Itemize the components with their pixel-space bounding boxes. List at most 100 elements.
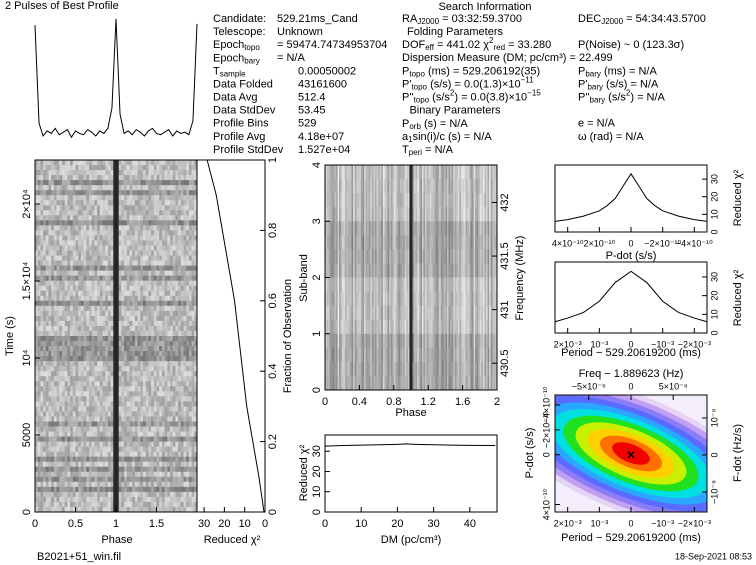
texture-cell [64, 245, 68, 251]
texture-cell [121, 215, 125, 221]
texture-cell [129, 471, 133, 478]
texture-cell [132, 195, 136, 201]
texture-cell [121, 240, 125, 246]
texture-cell [156, 396, 160, 402]
texture-cell [186, 471, 190, 478]
texture-cell [78, 461, 82, 468]
texture-cell [121, 275, 125, 282]
texture-cell [387, 193, 390, 208]
texture-cell [113, 336, 117, 342]
texture-cell [51, 401, 55, 407]
texture-cell [191, 456, 195, 463]
texture-cell [134, 381, 138, 387]
texture-cell [170, 290, 174, 297]
info-value: = N/A [277, 52, 305, 64]
texture-cell [172, 255, 176, 261]
texture-cell [183, 506, 187, 513]
texture-cell [129, 160, 133, 166]
texture-cell [161, 225, 165, 231]
texture-cell [343, 235, 346, 250]
texture-cell [417, 221, 420, 236]
texture-cell [83, 406, 87, 412]
texture-cell [75, 215, 79, 221]
texture-cell [464, 179, 467, 194]
texture-cell [86, 280, 90, 287]
texture-cell [137, 250, 141, 256]
texture-cell [167, 476, 171, 483]
texture-cell [167, 160, 171, 166]
texture-cell [151, 300, 155, 307]
texture-cell [373, 235, 376, 250]
texture-cell [191, 351, 195, 357]
texture-cell [62, 180, 66, 186]
texture-cell [62, 245, 66, 251]
texture-cell [134, 361, 138, 367]
texture-cell [97, 356, 101, 362]
texture-cell [110, 185, 114, 191]
texture-cell [423, 221, 426, 236]
info-label: Profile StdDev [213, 144, 284, 156]
texture-cell [75, 476, 79, 483]
texture-cell [99, 456, 103, 463]
texture-cell [175, 210, 179, 216]
texture-cell [86, 210, 90, 216]
texture-cell [35, 240, 39, 246]
texture-cell [124, 190, 128, 196]
texture-cell [105, 491, 109, 498]
texture-cell [35, 255, 39, 261]
texture-cell [99, 471, 103, 478]
texture-cell [188, 310, 192, 317]
texture-cell [97, 431, 101, 437]
texture-cell [167, 371, 171, 377]
texture-cell [51, 165, 55, 171]
texture-cell [126, 285, 130, 292]
texture-cell [194, 346, 198, 352]
texture-cell [167, 305, 171, 312]
texture-cell [137, 426, 141, 432]
texture-cell [170, 446, 174, 453]
texture-cell [445, 193, 448, 208]
texture-cell [137, 496, 141, 503]
texture-cell [70, 396, 74, 402]
texture-cell [145, 501, 149, 508]
texture-cell [89, 220, 93, 226]
texture-cell [37, 330, 41, 337]
texture-cell [75, 436, 79, 442]
texture-cell [151, 170, 155, 176]
texture-cell [161, 471, 165, 478]
texture-cell [188, 496, 192, 503]
info-line: Ptopo (ms) = 529.206192(35) [402, 65, 540, 78]
texture-cell [456, 193, 459, 208]
texture-cell [70, 486, 74, 493]
texture-cell [40, 501, 44, 508]
texture-cell [406, 221, 409, 236]
texture-cell [194, 330, 198, 337]
texture-cell [59, 250, 63, 256]
texture-cell [172, 501, 176, 508]
texture-cell [164, 401, 168, 407]
texture-cell [48, 290, 52, 297]
texture-cell [83, 431, 87, 437]
texture-cell [124, 436, 128, 442]
texture-cell [105, 330, 109, 337]
texture-cell [86, 215, 90, 221]
texture-cell [137, 501, 141, 508]
texture-cell [194, 371, 198, 377]
texture-cell [40, 461, 44, 468]
texture-cell [183, 185, 187, 191]
texture-cell [83, 441, 87, 448]
texture-cell [132, 396, 136, 402]
texture-cell [51, 320, 55, 327]
texture-cell [409, 165, 412, 180]
texture-cell [97, 175, 101, 181]
texture-cell [43, 411, 47, 417]
texture-cell [99, 371, 103, 377]
texture-cell [457, 207, 460, 222]
texture-cell [175, 406, 179, 412]
texture-cell [124, 235, 128, 241]
texture-cell [362, 221, 365, 236]
texture-cell [78, 330, 82, 337]
texture-cell [48, 255, 52, 261]
texture-cell [172, 175, 176, 181]
texture-cell [83, 451, 87, 458]
